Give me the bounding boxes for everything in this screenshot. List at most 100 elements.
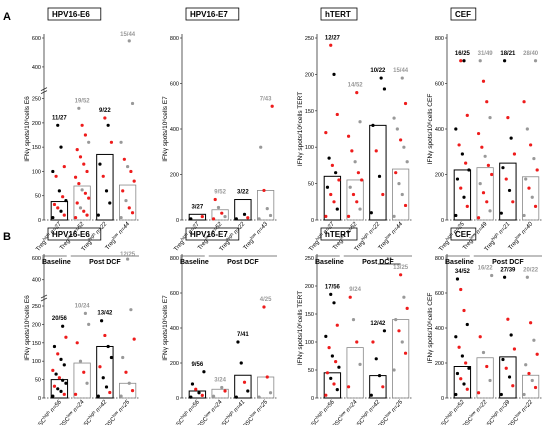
data-point [329,376,333,380]
data-point [56,387,60,391]
row-label: B [3,231,11,243]
data-point [459,377,463,381]
data-point [132,179,136,183]
y-tick-label: 0 [176,396,179,402]
panel-title: hTERT [325,230,351,239]
data-point [465,387,469,391]
data-point [56,352,60,356]
y-tick-label: 200 [32,121,41,127]
data-point [202,370,206,374]
data-point [504,366,508,370]
data-point [377,174,382,178]
data-point [462,308,466,313]
data-point [488,116,492,120]
data-point [405,306,409,310]
data-point [124,198,128,203]
y-axis-label: IFNγ spots/10⁶cells TERT [297,291,304,365]
data-point [334,360,338,364]
panel-title: CEF [455,10,471,19]
x-tick-label: MDSChigh n=56 [30,397,64,425]
data-point [533,204,538,208]
post-dcf-label: Post DCF [362,259,394,266]
data-point [481,350,486,355]
data-point [511,384,515,388]
data-point [535,168,539,172]
data-point [265,375,269,379]
data-point [532,338,536,342]
count-label: 7/43 [260,96,272,102]
data-point [351,192,356,197]
data-point [75,147,79,152]
data-point [106,344,110,349]
data-point [399,138,403,142]
data-point [335,112,339,117]
bar [234,199,252,221]
y-tick-label: 250 [305,256,314,262]
data-point [397,182,401,186]
data-point [220,385,224,390]
data-point [51,169,55,174]
count-label: 12/27 [325,35,341,41]
y-axis-label: IFNγ spots/10⁶cells CEF [427,293,434,364]
data-point [509,333,513,337]
post-dcf-label: Post DCF [227,259,259,266]
data-point [527,371,531,376]
data-point [478,182,482,186]
panel-B-4: CEF 0 200 400 600 800 IFNγ spots/10⁶cells CEF 3… [427,227,542,425]
data-point [481,79,486,83]
y-axis-label: IFNγ spots/10⁶cells E7 [162,295,169,361]
data-point [455,277,460,281]
data-point [87,322,91,326]
data-point [190,382,195,386]
data-point [82,209,86,213]
data-point [399,273,403,277]
y-tick-label: 250 [32,97,41,103]
bar [522,176,540,221]
bar [346,347,364,399]
data-point [104,189,109,193]
row-label: A [3,11,11,23]
data-point [268,213,273,218]
panel-title: HPV16-E6 [52,230,90,239]
data-point [507,375,512,379]
data-point [51,368,55,372]
data-point [394,171,398,175]
count-label: 3/24 [214,378,226,384]
count-label: 9/24 [349,287,361,293]
count-label: 16/22 [478,266,494,272]
data-point [392,368,396,372]
y-tick-label: 200 [32,322,41,328]
bar [369,375,387,399]
data-point [400,192,404,197]
baseline-label: Baseline [42,259,71,266]
data-point [509,136,513,140]
data-point [73,215,78,220]
data-point [124,370,128,374]
data-point [392,116,396,120]
bar [234,374,252,399]
title-box [450,227,477,241]
y-tick-label: 0 [38,218,41,224]
data-point [126,257,130,261]
bar [323,175,342,221]
count-label: 9/52 [214,190,226,196]
panel-A-4: CEF 0 200 400 600 800 IFNγ spots/10⁶cells CEF 1… [427,7,542,266]
data-point [194,387,198,391]
y-tick-label: 0 [441,396,444,402]
data-point [488,209,492,213]
count-label: 12/42 [370,321,386,327]
data-point [460,152,464,156]
data-point [332,200,336,204]
data-point [85,381,89,385]
data-point [59,389,63,393]
data-point [533,59,538,63]
data-point [476,391,481,395]
data-point [51,394,55,398]
y-tick-label: 250 [32,304,41,310]
y-tick-label: 600 [170,82,179,88]
data-point [454,213,458,218]
bar [323,372,342,399]
panel-title: hTERT [325,10,351,19]
bar [522,374,540,399]
data-point [332,382,336,386]
